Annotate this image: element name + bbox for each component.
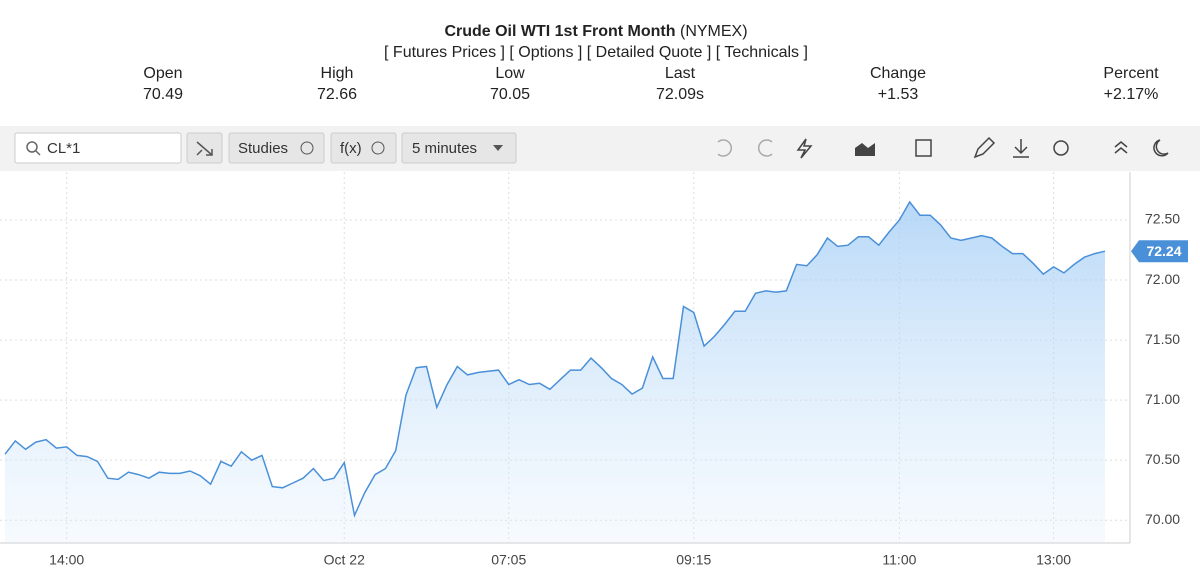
symbol: CL*1 bbox=[47, 140, 80, 157]
x-tick-label: Oct 22 bbox=[324, 552, 365, 568]
redo-icon[interactable] bbox=[757, 139, 773, 157]
quote-value: +2.17% bbox=[1104, 86, 1159, 103]
fx-button[interactable] bbox=[330, 132, 397, 164]
compare-icon bbox=[196, 141, 213, 156]
x-tick-label: 14:00 bbox=[49, 552, 84, 568]
layout-icon[interactable] bbox=[915, 139, 932, 157]
dropdown-arrow bbox=[493, 145, 503, 151]
quote-value: 70.05 bbox=[490, 86, 530, 103]
settings-icon[interactable] bbox=[1053, 140, 1069, 156]
chart-type-icon[interactable] bbox=[855, 143, 875, 156]
quote-label: Change bbox=[870, 65, 926, 82]
plot: 70.00 70.50 71.00 71.50 72.00 72.50 14:00 Oct 2… bbox=[0, 172, 1188, 568]
search-icon-handle bbox=[35, 150, 41, 156]
y-tick-label: 72.50 bbox=[1145, 211, 1180, 227]
price-line bbox=[4, 200, 1106, 518]
y-tick-label: 71.00 bbox=[1145, 391, 1180, 407]
quote-label: Last bbox=[665, 65, 696, 82]
quote-label: Percent bbox=[1103, 65, 1159, 82]
quote-link[interactable]: [ Futures Prices ] bbox=[384, 44, 505, 61]
search-icon bbox=[26, 141, 38, 153]
y-tick-label: 72.00 bbox=[1145, 271, 1180, 287]
y-tick-label: 71.50 bbox=[1145, 331, 1180, 347]
add-icon bbox=[300, 141, 314, 155]
quote-link[interactable]: [ Options ] bbox=[509, 44, 582, 61]
quote-label: High bbox=[321, 65, 354, 82]
toolbar-controls: CL*1 Studies f(x) 5 minutes bbox=[14, 132, 1169, 164]
area-fill bbox=[5, 202, 1105, 543]
collapse-icon[interactable] bbox=[1114, 141, 1128, 154]
x-tick-label: 11:00 bbox=[882, 552, 916, 568]
quote-link[interactable]: [ Detailed Quote ] bbox=[587, 44, 712, 61]
last-price-label: 72.24 bbox=[1146, 243, 1181, 259]
quote-value: 72.09s bbox=[656, 86, 704, 103]
fx-label: f(x) bbox=[340, 140, 362, 157]
quote-header: Crude Oil WTI 1st Front Month (NYMEX) [ … bbox=[143, 23, 1159, 103]
quote-value: +1.53 bbox=[878, 86, 919, 103]
quote-label: Open bbox=[143, 65, 182, 82]
quote-label: Low bbox=[495, 65, 525, 82]
quote-value: 72.66 bbox=[317, 86, 357, 103]
symbol-input[interactable] bbox=[14, 132, 182, 164]
x-tick-label: 09:15 bbox=[676, 552, 711, 568]
add-icon bbox=[371, 141, 385, 155]
events-icon[interactable] bbox=[796, 138, 813, 159]
x-tick-label: 07:05 bbox=[491, 552, 526, 568]
studies-button[interactable] bbox=[228, 132, 325, 164]
studies-label: Studies bbox=[238, 140, 288, 157]
y-tick-label: 70.50 bbox=[1145, 451, 1180, 467]
title: Crude Oil WTI 1st Front Month bbox=[444, 23, 675, 40]
quote-value: 70.49 bbox=[143, 86, 183, 103]
interval-select[interactable] bbox=[401, 132, 517, 164]
title-line: Crude Oil WTI 1st Front Month (NYMEX) bbox=[444, 23, 747, 40]
theme-icon[interactable] bbox=[1153, 139, 1169, 157]
quote-link[interactable]: [ Technicals ] bbox=[716, 44, 808, 61]
exchange: (NYMEX) bbox=[680, 23, 748, 40]
links: [ Futures Prices ] [ Options ] [ Detaile… bbox=[384, 44, 808, 61]
x-tick-label: 13:00 bbox=[1036, 552, 1071, 568]
interval-label: 5 minutes bbox=[412, 140, 477, 157]
last-price-tag bbox=[1131, 240, 1188, 263]
undo-icon[interactable] bbox=[717, 139, 733, 157]
draw-icon[interactable] bbox=[973, 136, 996, 159]
y-tick-label: 70.00 bbox=[1145, 511, 1180, 527]
download-icon[interactable] bbox=[1013, 139, 1029, 158]
